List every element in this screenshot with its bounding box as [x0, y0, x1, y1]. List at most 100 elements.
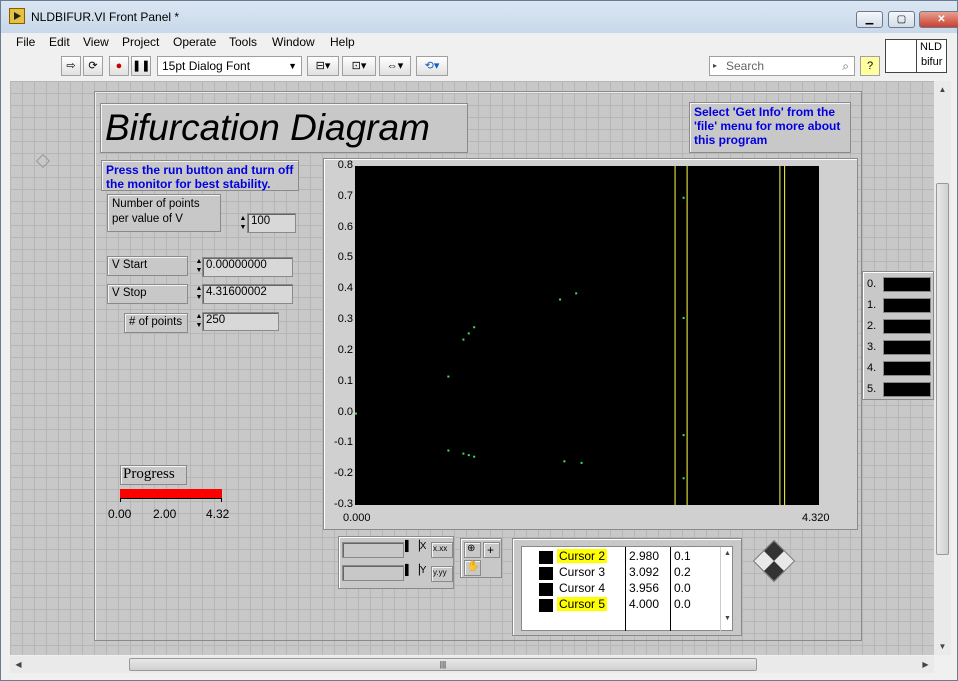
cursor-x-value: 3.092 [629, 565, 660, 579]
menu-project[interactable]: Project [122, 35, 160, 49]
menu-window[interactable]: Window [272, 35, 315, 49]
progress-scale [120, 498, 222, 502]
run-continuously-icon[interactable]: ⟳ [83, 56, 103, 76]
y-scale-name-field[interactable] [342, 565, 404, 581]
menu-tools[interactable]: Tools [229, 35, 258, 49]
run-icon[interactable]: ⇨ [61, 56, 81, 76]
vi-icon-pane[interactable]: NLD bifur [885, 39, 947, 73]
plot-area[interactable] [355, 166, 819, 505]
cursor-y-value: 0.2 [674, 565, 691, 579]
progress-tick-mid: 2.00 [153, 507, 177, 521]
vertical-scrollbar[interactable]: ▲ ▼ [934, 81, 951, 655]
x-format-button[interactable]: x.xx [431, 542, 453, 558]
horizontal-scroll-thumb[interactable]: ||| [129, 658, 757, 671]
help-icon[interactable]: ? [860, 56, 880, 76]
align-objects-icon[interactable]: ⊟▾ [307, 56, 339, 76]
y-tick-label: 0.7 [337, 189, 353, 202]
plot-legend-item[interactable]: 5. [867, 381, 931, 399]
plot-legend-swatch [883, 340, 931, 355]
cursor-x-value: 4.000 [629, 597, 660, 611]
reorder-icon[interactable]: ⟲▾ [416, 56, 448, 76]
font-selector[interactable]: 15pt Dialog Font ▼ [157, 56, 302, 76]
plot-legend-item[interactable]: 3. [867, 339, 931, 357]
plot-legend-item[interactable]: 4. [867, 360, 931, 378]
plot-legend-item[interactable]: 1. [867, 297, 931, 315]
cursor-row[interactable]: Cursor 3 3.092 0.2 [522, 565, 720, 581]
menu-file[interactable]: File [16, 35, 36, 49]
data-point [682, 477, 685, 480]
points-spinner[interactable]: ▲ ▼ [239, 215, 247, 231]
x-scale-name-field[interactable] [342, 542, 404, 558]
y-tick-label: -0.1 [334, 436, 353, 449]
y-tick-label: 0.4 [337, 282, 353, 295]
abort-icon[interactable]: ● [109, 56, 129, 76]
resize-objects-icon[interactable]: ⇔▾ [379, 56, 411, 76]
icon-text-1: NLD [920, 41, 943, 53]
scroll-left-icon[interactable]: ◀ [15, 660, 22, 669]
cursor-row[interactable]: Cursor 2 2.980 0.1 [522, 549, 720, 565]
num-points-spinner[interactable]: ▲ ▼ [195, 313, 203, 329]
cursor-y-value: 0.0 [674, 597, 691, 611]
cursor-row[interactable]: Cursor 4 3.956 0.0 [522, 581, 720, 597]
scroll-right-icon[interactable]: ▶ [922, 660, 929, 669]
cursor-row[interactable]: Cursor 5 4.000 0.0 [522, 597, 720, 613]
v-start-input[interactable]: 0.00000000 [202, 257, 293, 277]
cursor-table[interactable]: ▲ ▼ Cursor 2 2.980 0.1 Cursor 3 3.092 0.2 Curso… [521, 546, 733, 631]
progress-tick-min: 0.00 [108, 507, 132, 521]
horizontal-scrollbar[interactable]: ◀ ||| ▶ [10, 656, 934, 673]
zoom-icon[interactable]: ⊕ [464, 542, 481, 558]
plot-legend: 0. 1. 2. 3. 4. 5. [862, 271, 934, 400]
menu-help[interactable]: Help [330, 35, 355, 49]
v-start-spinner[interactable]: ▲ ▼ [195, 258, 203, 274]
column-divider [625, 547, 626, 631]
menu-view[interactable]: View [83, 35, 109, 49]
cursor-style-icon[interactable] [539, 599, 553, 612]
num-points-label: # of points [124, 313, 188, 333]
v-stop-input[interactable]: 4.31600002 [202, 284, 293, 304]
data-point [462, 452, 465, 455]
cursor-name: Cursor 3 [559, 565, 606, 579]
x-scale-lock-icon[interactable]: ▌▕X [405, 541, 427, 552]
v-stop-spinner[interactable]: ▲ ▼ [195, 285, 203, 301]
pause-icon[interactable]: ❚❚ [131, 56, 151, 76]
cursor-table-scrollbar[interactable]: ▲ ▼ [720, 547, 734, 631]
y-format-button[interactable]: y.yy [431, 566, 453, 582]
crosshair-icon[interactable]: + [483, 542, 500, 558]
font-selector-value: 15pt Dialog Font [162, 59, 251, 73]
vertical-scroll-thumb[interactable] [936, 183, 949, 555]
progress-fill [120, 489, 222, 498]
scroll-down-icon[interactable]: ▼ [938, 642, 947, 651]
y-scale-lock-icon[interactable]: ▌▕Y [405, 565, 427, 576]
close-button[interactable]: ✕ [919, 11, 958, 28]
maximize-button[interactable]: ▢ [888, 11, 915, 28]
menu-operate[interactable]: Operate [173, 35, 217, 49]
data-point [563, 460, 566, 463]
distribute-objects-icon[interactable]: ⊡▾ [342, 56, 376, 76]
search-input[interactable]: ▸ Search ⌕ [709, 56, 855, 76]
run-note: Press the run button and turn off the mo… [101, 160, 299, 191]
points-per-v-label: Number of points per value of V [107, 194, 221, 232]
cursor-style-icon[interactable] [539, 583, 553, 596]
plot-legend-item[interactable]: 0. [867, 276, 931, 294]
cursor-name: Cursor 4 [559, 581, 606, 595]
plot-legend-label: 0. [867, 278, 877, 290]
y-tick-label: 0.1 [337, 374, 353, 387]
plot-legend-swatch [883, 361, 931, 376]
menu-bar: File Edit View Project Operate Tools Win… [1, 33, 957, 53]
menu-edit[interactable]: Edit [49, 35, 70, 49]
pan-hand-icon[interactable]: ✋ [464, 560, 481, 576]
progress-track [120, 489, 222, 498]
num-points-input[interactable]: 250 [202, 312, 279, 331]
scroll-up-icon[interactable]: ▲ [938, 85, 947, 94]
minimize-button[interactable]: ▁ [856, 11, 883, 28]
y-tick-label: 0.2 [337, 343, 353, 356]
plot-legend-item[interactable]: 2. [867, 318, 931, 336]
cursor-style-icon[interactable] [539, 551, 553, 564]
data-point [580, 461, 583, 464]
cursor-legend: ▲ ▼ Cursor 2 2.980 0.1 Cursor 3 3.092 0.2 Curso… [512, 538, 742, 636]
y-tick-label: 0.6 [337, 220, 353, 233]
points-per-v-input[interactable]: 100 [247, 213, 296, 233]
plot-legend-label: 3. [867, 341, 877, 353]
cursor-style-icon[interactable] [539, 567, 553, 580]
data-point [473, 455, 476, 458]
